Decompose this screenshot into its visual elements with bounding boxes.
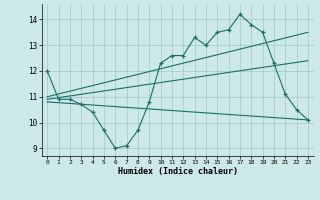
X-axis label: Humidex (Indice chaleur): Humidex (Indice chaleur)	[118, 167, 237, 176]
